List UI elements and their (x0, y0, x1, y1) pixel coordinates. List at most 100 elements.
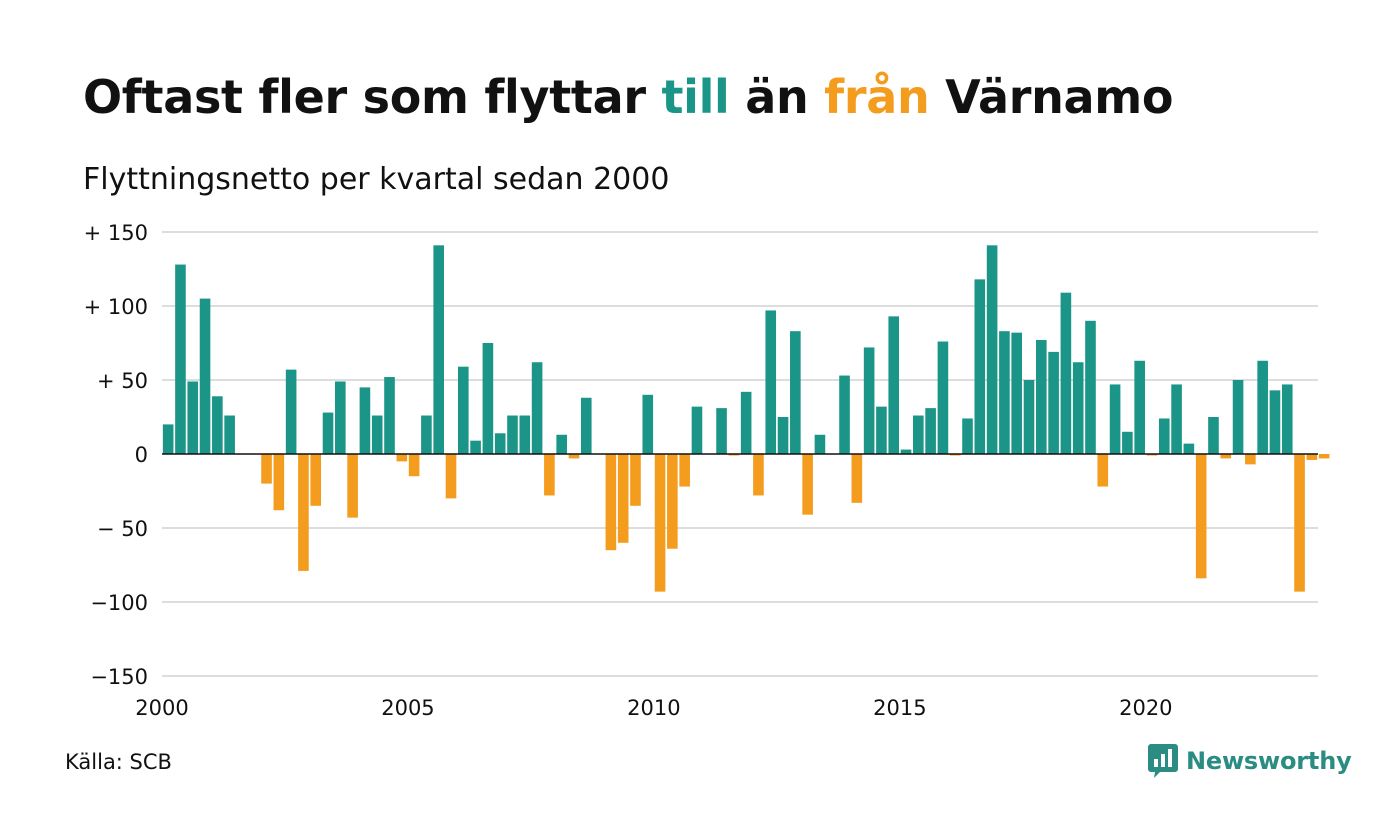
bar (765, 310, 777, 454)
y-tick-label: + 100 (84, 295, 148, 319)
y-tick-label: + 50 (97, 369, 148, 393)
newsworthy-logo: Newsworthy (1148, 744, 1352, 778)
bar (974, 279, 986, 454)
bar (421, 415, 432, 454)
bar (1158, 418, 1170, 454)
bar (322, 412, 334, 454)
bar (888, 316, 900, 454)
bar (199, 298, 211, 454)
bar (679, 454, 690, 487)
bar (999, 331, 1010, 454)
bar (1281, 384, 1293, 454)
bar (876, 406, 887, 454)
bar (310, 454, 322, 506)
chart-bubble-icon (1148, 744, 1178, 778)
bar (1183, 443, 1195, 454)
bar (371, 415, 383, 454)
bar (1269, 390, 1281, 454)
y-tick-label: −150 (90, 665, 148, 689)
title-part-3: Värnamo (929, 70, 1174, 124)
bar (580, 397, 592, 454)
bar (716, 408, 727, 454)
bar (839, 375, 850, 454)
bar (1036, 340, 1047, 454)
grid-lines (162, 231, 1318, 677)
bar (359, 387, 371, 454)
bar (519, 415, 531, 454)
bar (445, 454, 457, 499)
bar (630, 454, 641, 506)
bar (900, 449, 912, 454)
logo-text: Newsworthy (1186, 747, 1352, 775)
bar (617, 454, 629, 543)
bar (568, 454, 580, 459)
x-tick-label: 2005 (381, 696, 434, 720)
chart-title: Oftast fler som flyttar till än från Vär… (83, 70, 1174, 124)
y-tick-label: −100 (90, 591, 148, 615)
bar (1097, 454, 1109, 487)
bar (482, 343, 494, 454)
bar (1171, 384, 1182, 454)
bar (408, 454, 420, 477)
title-highlight-out: från (824, 70, 930, 124)
bar (1208, 417, 1219, 454)
bar (986, 245, 998, 454)
bar (802, 454, 813, 515)
bar (1220, 454, 1232, 459)
y-tick-label: + 150 (84, 221, 148, 245)
bar (273, 454, 285, 511)
bar (298, 454, 309, 571)
bar (1122, 431, 1133, 454)
bar (851, 454, 863, 503)
bar (224, 415, 235, 454)
bar (162, 424, 174, 454)
x-tick-label: 2000 (135, 696, 188, 720)
bar (691, 406, 703, 454)
bar (642, 394, 654, 454)
bar (777, 417, 789, 454)
bar (433, 245, 444, 454)
bar (175, 264, 186, 454)
bar (1306, 454, 1318, 460)
bar (925, 408, 936, 454)
bar (814, 434, 826, 454)
x-tick-label: 2020 (1119, 696, 1172, 720)
bar (913, 415, 924, 454)
bar (667, 454, 678, 549)
bars (162, 245, 1330, 592)
bar (1085, 320, 1096, 454)
title-highlight-in: till (661, 70, 730, 124)
x-tick-label: 2010 (627, 696, 680, 720)
bar (384, 377, 395, 454)
bar (285, 369, 297, 454)
bar (187, 381, 199, 454)
bar (1109, 384, 1121, 454)
bar (544, 454, 555, 496)
bar (335, 381, 346, 454)
bar (556, 434, 567, 454)
bar (1245, 454, 1256, 465)
bar (790, 331, 801, 454)
bar (531, 362, 543, 454)
bar (458, 366, 469, 454)
bar (1195, 454, 1207, 579)
bar (753, 454, 764, 496)
axes: + 150 + 100 + 50 0 − 50 −100 −150 2000 2005 2010 2… (84, 221, 1318, 720)
bar (261, 454, 272, 484)
bar (470, 440, 481, 454)
title-part-2: än (729, 70, 825, 124)
title-part-1: Oftast fler som flyttar (83, 70, 662, 124)
bar (1294, 454, 1305, 592)
bar (347, 454, 358, 518)
chart-subtitle: Flyttningsnetto per kvartal sedan 2000 (83, 162, 670, 197)
y-tick-label: 0 (135, 443, 148, 467)
y-tick-label: − 50 (97, 517, 148, 541)
bar (1011, 332, 1022, 454)
bar (494, 433, 506, 454)
bar (1060, 292, 1072, 454)
bar (396, 454, 408, 462)
bar (605, 454, 617, 551)
bar (212, 396, 223, 454)
bar (1134, 360, 1145, 454)
